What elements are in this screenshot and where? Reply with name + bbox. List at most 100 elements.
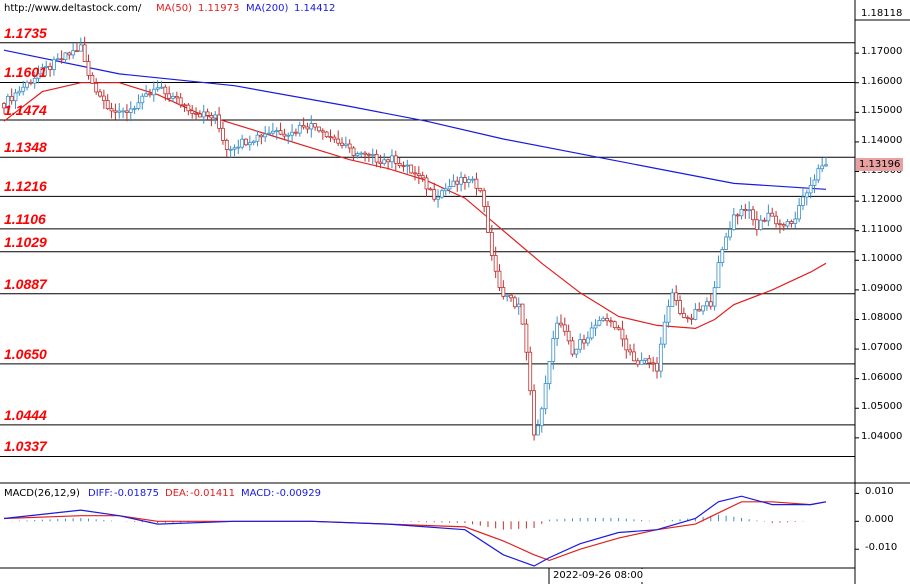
candle-body-150 [578, 339, 583, 350]
candle-body-133 [512, 297, 517, 308]
price-tick-label-10: 1.07000 [861, 342, 903, 354]
candle-body-108 [416, 173, 421, 176]
candle-body-51 [197, 113, 202, 118]
candle-body-140 [539, 408, 544, 427]
candle-body-55 [213, 114, 218, 119]
candle-body-25 [98, 91, 102, 97]
candle-203 [781, 222, 786, 231]
candle-body-88 [340, 142, 344, 146]
candle-211 [812, 174, 817, 194]
candle-body-122 [470, 178, 475, 181]
candle-body-18 [71, 50, 76, 56]
level-label-6: 1.1029 [4, 233, 47, 250]
candle-body-38 [148, 93, 152, 96]
candle-body-204 [785, 221, 790, 227]
candle-41 [159, 80, 164, 89]
candle-body-97 [374, 153, 379, 163]
candle-114 [439, 188, 444, 199]
candle-64 [247, 135, 252, 151]
candle-20 [78, 37, 83, 52]
candle-body-84 [324, 131, 329, 138]
candle-201 [774, 211, 778, 228]
candle-body-203 [781, 224, 786, 227]
candle-24 [94, 78, 99, 95]
candle-body-149 [574, 348, 579, 355]
candle-body-143 [551, 338, 556, 362]
candle-175 [674, 285, 679, 306]
candle-body-172 [662, 321, 667, 345]
candle-body-96 [370, 153, 375, 156]
candle-body-48 [186, 104, 191, 112]
candle-body-22 [86, 61, 91, 76]
candle-body-202 [778, 223, 782, 226]
candle-65 [251, 140, 256, 146]
candle-body-42 [163, 86, 168, 95]
candle-174 [670, 288, 675, 307]
candle-48 [186, 102, 191, 116]
candle-128 [493, 246, 498, 279]
candle-body-1 [5, 95, 10, 109]
candle-205 [789, 219, 794, 228]
candle-16 [63, 52, 68, 64]
candle-141 [543, 375, 548, 415]
candle-body-174 [670, 292, 675, 307]
candle-body-94 [363, 152, 367, 155]
candle-0 [2, 102, 6, 114]
candle-142 [547, 361, 552, 390]
candle-124 [478, 187, 483, 193]
candle-188 [724, 232, 729, 250]
candle-166 [639, 352, 644, 365]
candle-93 [359, 151, 364, 157]
candle-192 [739, 204, 744, 220]
candle-body-131 [505, 294, 510, 297]
candle-body-125 [482, 190, 487, 207]
candle-157 [605, 313, 609, 326]
candle-121 [466, 176, 471, 188]
level-label-3: 1.1348 [4, 139, 47, 156]
candle-159 [612, 320, 617, 330]
candle-body-145 [559, 322, 563, 326]
candle-body-29 [113, 110, 118, 113]
candle-123 [474, 172, 479, 196]
candle-92 [355, 151, 360, 159]
candle-body-53 [205, 111, 210, 116]
candle-209 [804, 189, 809, 206]
candle-119 [459, 171, 463, 192]
candle-body-58 [224, 140, 229, 150]
candle-118 [455, 176, 460, 192]
candle-154 [593, 319, 598, 337]
macd-hist-value: -0.00929 [276, 488, 321, 499]
candle-body-2 [9, 95, 14, 102]
candle-body-16 [63, 52, 68, 60]
candle-body-190 [731, 214, 736, 230]
candle-body-178 [685, 317, 690, 319]
candle-39 [151, 81, 156, 102]
candle-160 [616, 324, 621, 331]
candle-body-114 [439, 190, 444, 198]
candle-60 [232, 144, 237, 157]
candle-11 [44, 60, 49, 76]
candle-body-156 [601, 318, 606, 321]
candle-body-126 [486, 206, 490, 233]
candle-body-213 [820, 165, 825, 170]
candle-38 [148, 88, 152, 98]
candle-body-154 [593, 324, 598, 329]
candle-body-90 [347, 143, 352, 149]
candle-212 [816, 164, 821, 184]
candle-body-19 [75, 50, 79, 53]
candle-body-161 [620, 328, 625, 340]
candle-body-77 [297, 125, 302, 134]
candle-90 [347, 139, 352, 153]
candle-67 [259, 133, 264, 145]
candle-134 [516, 297, 521, 315]
candle-99 [382, 153, 387, 166]
candle-body-209 [804, 192, 809, 198]
candle-body-85 [328, 136, 333, 139]
ma50-value: 1.11973 [198, 3, 240, 14]
candle-body-211 [812, 179, 817, 186]
candle-97 [374, 149, 379, 168]
candle-40 [155, 80, 160, 92]
candle-103 [397, 157, 402, 169]
candle-83 [320, 128, 325, 140]
